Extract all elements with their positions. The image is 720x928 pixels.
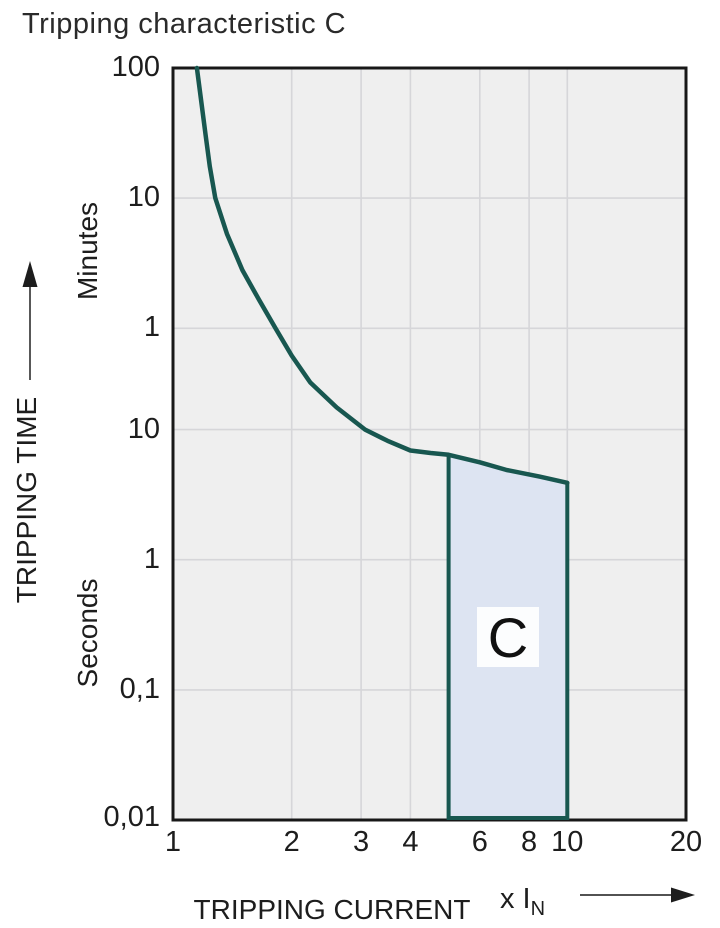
x-tick-label: 10 <box>551 826 584 858</box>
x-tick-label: 8 <box>521 826 538 858</box>
plot-frame <box>171 66 688 822</box>
tripping-curve <box>194 65 570 486</box>
x-axis-unit-label: x IN <box>500 883 545 921</box>
region-c-border <box>446 454 570 820</box>
x-tick-label: 3 <box>353 826 370 858</box>
y-tick-label: 10 <box>127 180 160 213</box>
y-axis-label: TRIPPING TIME <box>11 396 42 604</box>
y-tick-label: 10 <box>127 412 160 445</box>
plot-background <box>173 68 686 820</box>
y-tick-label: 1 <box>143 542 160 575</box>
x-axis-label: TRIPPING CURRENT <box>193 894 471 925</box>
y-tick-label: 0,01 <box>103 800 160 833</box>
x-tick-label: 4 <box>402 826 419 858</box>
x-tick-label: 2 <box>283 826 300 858</box>
y-tick-label: 1 <box>143 311 160 344</box>
tripping-time-up-arrow-icon <box>22 261 38 380</box>
figure-title: Tripping characteristic C <box>22 8 347 40</box>
x-tick-label: 1 <box>164 826 182 858</box>
y-unit-minutes-label: Minutes <box>72 201 103 301</box>
region-label-box: C <box>477 605 539 669</box>
y-tick-label: 100 <box>111 50 160 83</box>
x-tick-label: 20 <box>669 826 703 858</box>
tripping-current-right-arrow-icon <box>580 887 695 903</box>
x-unit-prefix: x I <box>500 883 531 915</box>
x-tick-label: 6 <box>471 826 488 858</box>
y-unit-seconds-label: Seconds <box>72 578 103 688</box>
x-unit-subscript: N <box>530 898 546 920</box>
y-tick-label: 0,1 <box>119 672 160 705</box>
region-label: C <box>487 605 529 669</box>
